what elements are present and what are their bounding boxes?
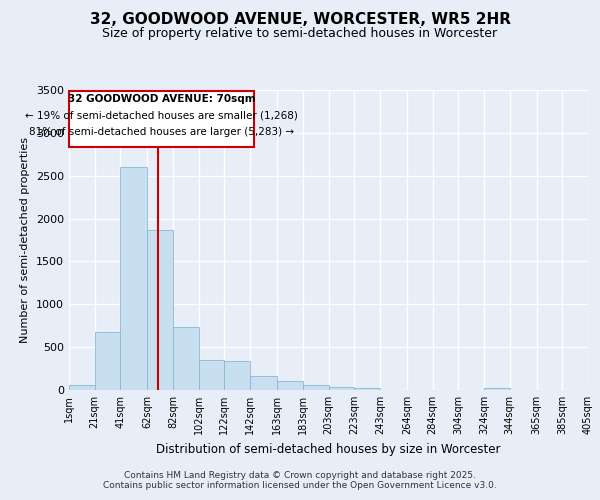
Bar: [329, 387, 354, 390]
Text: 32, GOODWOOD AVENUE, WORCESTER, WR5 2HR: 32, GOODWOOD AVENUE, WORCESTER, WR5 2HR: [89, 12, 511, 28]
Bar: [224, 361, 250, 390]
Text: Contains HM Land Registry data © Crown copyright and database right 2025.
Contai: Contains HM Land Registry data © Crown c…: [103, 470, 497, 490]
Bar: [173, 328, 199, 390]
FancyBboxPatch shape: [69, 91, 254, 148]
Bar: [95, 332, 121, 390]
Bar: [199, 360, 224, 390]
Text: 81% of semi-detached houses are larger (5,283) →: 81% of semi-detached houses are larger (…: [29, 127, 294, 137]
Bar: [484, 388, 509, 390]
X-axis label: Distribution of semi-detached houses by size in Worcester: Distribution of semi-detached houses by …: [156, 442, 501, 456]
Bar: [148, 230, 173, 390]
Bar: [303, 386, 329, 390]
Bar: [354, 388, 380, 390]
Text: 32 GOODWOOD AVENUE: 70sqm: 32 GOODWOOD AVENUE: 70sqm: [68, 94, 256, 104]
Bar: [121, 167, 148, 390]
Y-axis label: Number of semi-detached properties: Number of semi-detached properties: [20, 137, 31, 343]
Bar: [69, 385, 95, 390]
Text: Size of property relative to semi-detached houses in Worcester: Size of property relative to semi-detach…: [103, 28, 497, 40]
Bar: [277, 382, 303, 390]
Text: ← 19% of semi-detached houses are smaller (1,268): ← 19% of semi-detached houses are smalle…: [25, 110, 298, 120]
Bar: [250, 376, 277, 390]
